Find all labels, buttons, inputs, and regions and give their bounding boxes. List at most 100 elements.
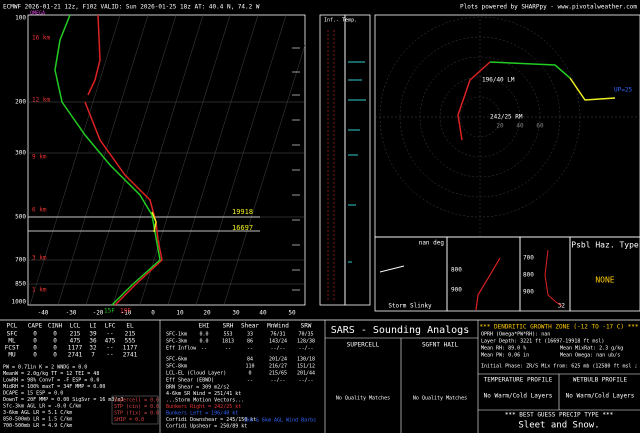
dewpoint-profile	[54, 14, 161, 306]
surface-temp: 19F	[120, 308, 131, 315]
thetae-p: 900	[523, 289, 534, 296]
parcel-cell: 32	[89, 345, 97, 352]
composite: STP (fix) = 0.0	[114, 411, 159, 417]
hazard-title: Psbl Haz. Type	[571, 241, 639, 250]
sars-none: No Quality Matches	[413, 396, 467, 402]
kin-header: MnWind	[267, 323, 289, 330]
theta-p: 800	[451, 267, 462, 274]
parcel-cell: 0	[53, 331, 57, 338]
parcel-cell: 0	[33, 352, 37, 359]
kin-cell: --	[247, 346, 253, 352]
surface-dewpoint: 15F	[104, 308, 115, 315]
composite: STP (cin) = 0.0	[114, 404, 159, 410]
kin-cell: SFC-1km	[166, 332, 187, 338]
height-labels: 16 km 12 km 9 km 6 km 3 km 1 km	[32, 35, 50, 294]
dgz-line: Layer Depth: 3221 ft (16697-19918 ft msl…	[481, 339, 604, 345]
kin-cell: Eff Shear (EBWD)	[166, 378, 214, 384]
slinky-vector	[379, 265, 405, 273]
kin-extra: Bunkers Right = 242/25 kt	[166, 404, 241, 410]
parcel-cell: FCST	[5, 345, 20, 352]
header-right: Plots powered by SHARPpy - www.pivotalwe…	[460, 4, 637, 11]
temperature-upper	[87, 14, 101, 96]
height-label: 9 km	[32, 154, 47, 161]
thetae-p: 800	[523, 272, 534, 279]
height-label: 1 km	[32, 287, 47, 294]
kin-cell: 201/44	[297, 371, 315, 377]
height-label: 12 km	[32, 97, 50, 104]
parcel-cell: 1177	[68, 345, 83, 352]
kin-cell: Eff Inflow	[166, 346, 197, 352]
parcel-cell: 0	[33, 345, 37, 352]
header-left: ECMWF 2026-01-21 12z, F102 VALID: Sun 20…	[3, 4, 260, 11]
parcel-header: CAPE	[28, 323, 43, 330]
kin-cell: 201/24	[269, 357, 287, 363]
index-line: 3-6km AGL LR = 5.1 C/km	[3, 410, 72, 416]
precip-type: Sleet and Snow.	[518, 421, 599, 431]
sars-supercell: SUPERCELL	[347, 342, 380, 349]
parcel-cell: ML	[8, 338, 16, 345]
kin-cell: 130/18	[297, 357, 315, 363]
height-label: 6 km	[32, 207, 47, 214]
sars-hail: SGFNT HAIL	[422, 342, 459, 349]
dgz-line: Mean MixRat: 2.3 g/kg	[560, 346, 623, 352]
kin-cell: 0	[248, 371, 251, 377]
kin-extra: 4-6km SR Wind = 251/41 kt	[166, 391, 241, 397]
kin-cell: --/--	[298, 378, 313, 384]
index-line: DownT = 20F MMP = 0.00 SigSvr = 16 m3/s3	[3, 397, 123, 403]
parcel-cell: 0	[53, 338, 57, 345]
temp-label: 40	[259, 310, 267, 317]
dgz-highlight	[151, 211, 157, 233]
sars-none: No Quality Matches	[336, 396, 390, 402]
kin-cell: 215/65	[269, 371, 287, 377]
dgz-title: *** DENDRITIC GROWTH ZONE (-12 TO -17 C)…	[480, 324, 639, 331]
warm-cold: No Warm/Cold Layers	[484, 393, 553, 400]
kin-cell: 110	[245, 364, 254, 370]
dgz-line: Initial Phase: ZR/S Mix from: 625 mb (12…	[481, 364, 640, 370]
temp-label: 30	[232, 310, 240, 317]
temp-label: -20	[93, 310, 104, 317]
pressure-labels: 100 200 300 500 700 850 1000	[12, 15, 27, 306]
wetbulb-profile: WETBULB PROFILE	[573, 377, 628, 384]
left-mover: 196/40 LM	[482, 77, 515, 84]
kin-extra: BRN Shear = 309 m2/s2	[166, 385, 229, 391]
hodo-3-6km	[489, 61, 571, 79]
theta-p: 900	[451, 287, 462, 294]
hazard-frame	[569, 236, 640, 312]
kin-header: SRH	[223, 323, 234, 330]
kin-cell: --	[201, 346, 207, 352]
thetae-p: 700	[523, 255, 534, 262]
parcel-cell: --	[106, 331, 113, 338]
kin-cell: 76/31	[270, 332, 285, 338]
index-line: 850-500mb LR = 1.5 C/km	[3, 417, 72, 423]
temp-label: 20	[203, 310, 211, 317]
parcel-cell: 2741	[68, 352, 83, 359]
parcel-header: LFC	[105, 323, 116, 330]
index-line: Sfc-3km AGL LR = -0.0 C/km	[3, 404, 81, 410]
isotherms	[29, 14, 306, 306]
kin-cell: SFC-6km	[166, 357, 187, 363]
parcel-header: PCL	[7, 323, 18, 330]
parcel-header: CINH	[48, 323, 63, 330]
kin-cell: --/--	[270, 378, 285, 384]
kin-cell: SFC-3km	[166, 339, 187, 345]
kin-cell: SFC-8km	[166, 364, 187, 370]
kin-header: Shear	[241, 323, 259, 330]
parcel-cell: 0	[33, 331, 37, 338]
skewt: OMEGA 100 200 300 500 700 850 1000 16 km…	[12, 11, 306, 317]
index-line: 700-500mb LR = 4.9 C/km	[3, 423, 72, 429]
slinky-title: Storm Slinky	[388, 303, 432, 310]
kin-cell: 33	[247, 332, 253, 338]
parcel-cell: 0	[53, 352, 57, 359]
kin-cell: 86	[247, 339, 253, 345]
kin-extra: ...Storm Motion Vectors...	[166, 398, 244, 404]
parcel-cell: --	[106, 345, 113, 352]
composite-box	[111, 395, 159, 425]
kin-cell: 0.0	[199, 332, 208, 338]
wind-barbs	[292, 47, 300, 291]
parcel-cell: 0	[53, 345, 57, 352]
kin-cell: --	[225, 346, 231, 352]
right-mover: 242/25 RM	[490, 114, 523, 121]
parcel-cell: SFC	[7, 331, 18, 338]
